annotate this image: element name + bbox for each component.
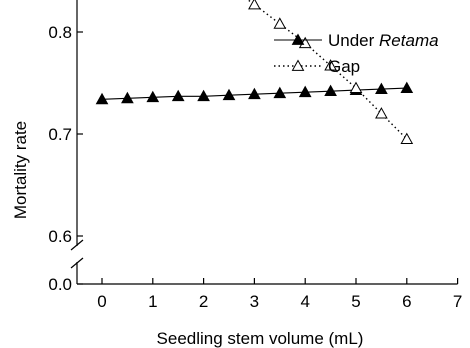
series-gap <box>246 0 414 144</box>
data-point <box>298 85 312 98</box>
series-line <box>246 0 408 140</box>
data-point <box>171 89 185 102</box>
y-tick-label: 0.8 <box>48 23 72 42</box>
y-tick-label: 0.6 <box>48 227 72 246</box>
legend-label-prefix: Under <box>328 31 379 50</box>
y-axis-label: Mortality rate <box>11 121 30 219</box>
data-point <box>375 82 388 95</box>
data-point <box>400 81 414 93</box>
x-tick-label: 3 <box>250 292 259 311</box>
series-layer <box>95 0 414 144</box>
data-point <box>324 59 337 71</box>
axis-break-mark-lower <box>70 257 84 269</box>
data-point <box>222 88 236 101</box>
axes <box>70 0 458 285</box>
axis-break-mark-upper <box>70 239 84 251</box>
data-point <box>349 81 363 93</box>
x-axis-label: Seedling stem volume (mL) <box>157 329 364 348</box>
series-under-retama <box>95 81 414 105</box>
data-point <box>375 107 388 119</box>
legend-label-gap: Gap <box>328 57 360 76</box>
x-tick-label: 0 <box>97 292 106 311</box>
data-point <box>121 91 134 104</box>
x-tick-label: 7 <box>453 292 462 311</box>
x-tick-label: 4 <box>300 292 309 311</box>
legend: Under Retama Gap <box>274 31 439 76</box>
y-tick-label: 0.7 <box>48 125 72 144</box>
x-tick-label: 5 <box>351 292 360 311</box>
data-point <box>248 0 261 10</box>
x-tick-label: 2 <box>199 292 208 311</box>
x-tick-label: 1 <box>148 292 157 311</box>
legend-label-italic: Retama <box>379 31 439 50</box>
data-point <box>400 132 414 144</box>
data-point <box>248 87 261 100</box>
data-point <box>273 17 287 29</box>
legend-marker-under-retama <box>291 33 305 45</box>
data-point <box>95 92 109 105</box>
data-point <box>324 84 337 97</box>
y-tick-label: 0.0 <box>48 275 72 294</box>
x-tick-label: 6 <box>402 292 411 311</box>
data-point <box>273 86 287 99</box>
legend-marker-gap <box>291 59 305 71</box>
data-point <box>197 89 210 102</box>
legend-label-under-retama: Under Retama <box>328 31 439 50</box>
data-point <box>146 90 160 103</box>
